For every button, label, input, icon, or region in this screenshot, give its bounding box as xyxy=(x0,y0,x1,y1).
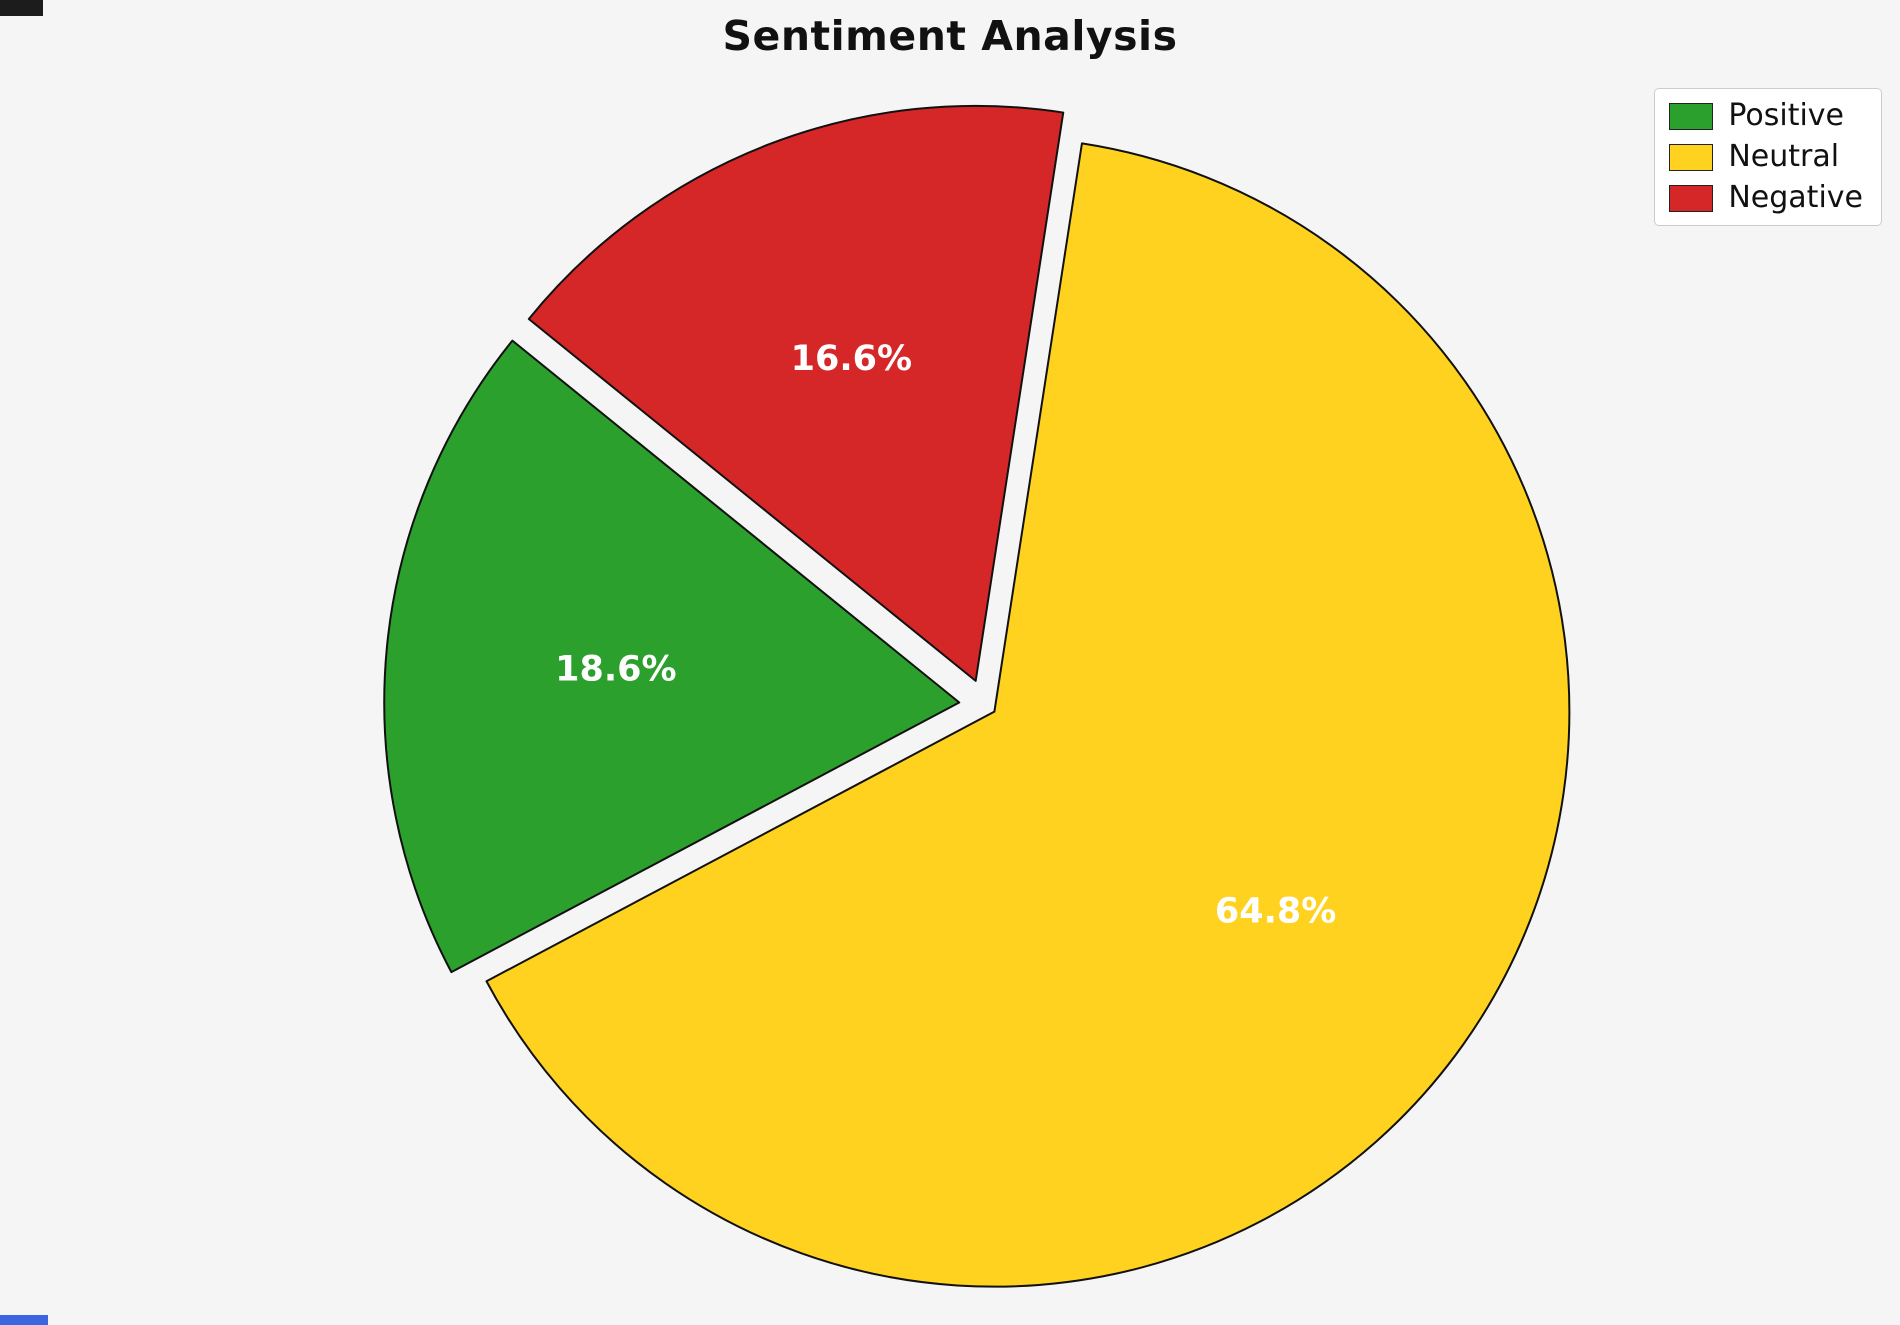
legend-item-neutral: Neutral xyxy=(1669,142,1863,172)
legend-box: Positive Neutral Negative xyxy=(1654,88,1882,226)
pie-slice-negative xyxy=(527,104,1065,682)
legend-swatch-neutral xyxy=(1669,143,1714,171)
pie-pct-label-positive: 18.6% xyxy=(555,649,676,689)
pie-pct-label-negative: 16.6% xyxy=(791,339,912,379)
legend-item-negative: Negative xyxy=(1669,183,1863,213)
legend-label-neutral: Neutral xyxy=(1728,139,1840,174)
legend-label-positive: Positive xyxy=(1728,98,1845,133)
pie-pct-label-neutral: 64.8% xyxy=(1215,892,1336,932)
chart-title: Sentiment Analysis xyxy=(722,12,1178,60)
pie-slice-neutral xyxy=(485,142,1571,1288)
legend-swatch-positive xyxy=(1669,102,1714,130)
screen-edge-artifact-top-left xyxy=(0,0,43,16)
legend-item-positive: Positive xyxy=(1669,101,1863,131)
pie-slice-positive xyxy=(383,339,961,974)
screen-edge-artifact-bottom-left xyxy=(0,1315,48,1325)
legend-swatch-negative xyxy=(1669,184,1714,212)
legend-label-negative: Negative xyxy=(1728,180,1863,215)
